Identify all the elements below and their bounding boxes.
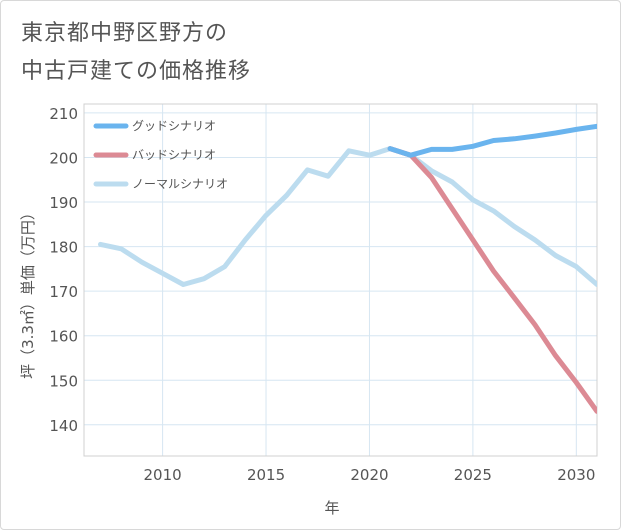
tick-labels: 140 150 160 170 180 190 200 210 2010 2015 2020 2025… (49, 105, 595, 484)
series-line-0 (387, 123, 597, 158)
y-tick-label: 200 (49, 149, 78, 167)
x-tick-label: 2030 (557, 466, 595, 484)
y-axis-title: 坪（3.3㎡）単価（万円） (19, 205, 37, 379)
series-line-2 (98, 146, 597, 287)
series-line-1 (387, 146, 597, 414)
y-tick-label: 140 (49, 417, 78, 435)
grid (84, 104, 597, 456)
x-tick-label: 2010 (144, 466, 182, 484)
x-tick-label: 2015 (247, 466, 285, 484)
y-tick-label: 160 (49, 328, 78, 346)
y-tick-label: 180 (49, 239, 78, 257)
y-tick-label: 190 (49, 194, 78, 212)
legend-label: ノーマルシナリオ (132, 177, 228, 191)
y-tick-label: 150 (49, 372, 78, 390)
x-tick-label: 2025 (454, 466, 492, 484)
x-axis-title: 年 (324, 499, 339, 517)
plot-border (83, 103, 598, 457)
series-lines (98, 123, 597, 414)
y-tick-label: 170 (49, 283, 78, 301)
chart-title: 東京都中野区野方の 中古戸建ての価格推移 (21, 21, 252, 84)
legend-label: バッドシナリオ (132, 148, 216, 162)
legend-label: グッドシナリオ (132, 119, 216, 133)
x-tick-label: 2020 (350, 466, 388, 484)
y-tick-label: 210 (49, 105, 78, 123)
